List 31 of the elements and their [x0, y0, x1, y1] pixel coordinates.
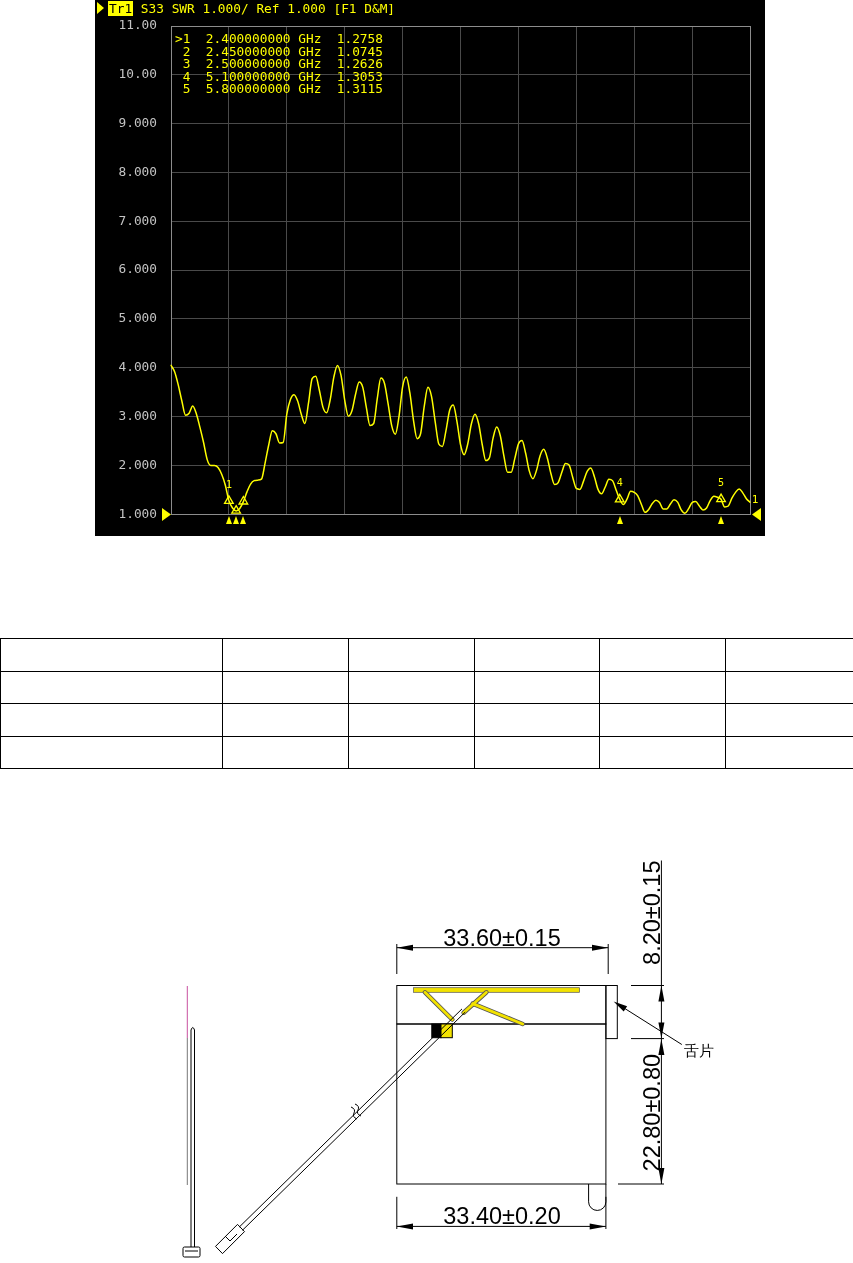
y-tick-label: 10.00: [118, 66, 157, 82]
text: 33.60±0.15: [443, 924, 561, 951]
text: 22.80±0.80: [638, 1053, 665, 1172]
y-tick-label: 6.000: [118, 261, 157, 277]
annotation: 5 5.800000000 GHz 1.3115: [182, 81, 383, 96]
annotation: 5: [718, 477, 725, 489]
y-tick-label: 1.000: [118, 505, 157, 521]
annotation: >1 2.400000000 GHz 1.2758: [174, 31, 383, 46]
text: 舌片: [684, 1042, 714, 1059]
y-tick-label: 2.000: [118, 456, 157, 472]
y-tick-label: 5.000: [118, 310, 157, 326]
point: [238, 495, 249, 505]
y-tick-label: 11.00: [118, 17, 157, 33]
annotation: 4: [616, 477, 623, 489]
point: [716, 493, 727, 503]
y-tick-label: 8.000: [118, 163, 157, 179]
text: 8.20±0.15: [638, 860, 665, 965]
annotation: 3 2.500000000 GHz 1.2626: [182, 56, 383, 71]
chart-title: Tr1 S33 SWR 1.000/ Ref 1.000 [F1 D&M]: [108, 1, 396, 16]
y-tick-label: 3.000: [118, 407, 157, 423]
y-tick-label: 7.000: [118, 212, 157, 228]
y-tick-label: 9.000: [118, 114, 157, 130]
annotation: 2 2.450000000 GHz 1.0745: [182, 43, 383, 59]
annotation: 1: [751, 493, 759, 507]
text: 33.40±0.20: [443, 1203, 561, 1229]
annotation: 1: [225, 478, 232, 490]
point: [223, 495, 234, 504]
point: [231, 505, 242, 514]
y-tick-label: 4.000: [118, 359, 157, 375]
annotation: 4 5.100000000 GHz 1.3053: [182, 68, 383, 84]
point: [614, 493, 625, 503]
